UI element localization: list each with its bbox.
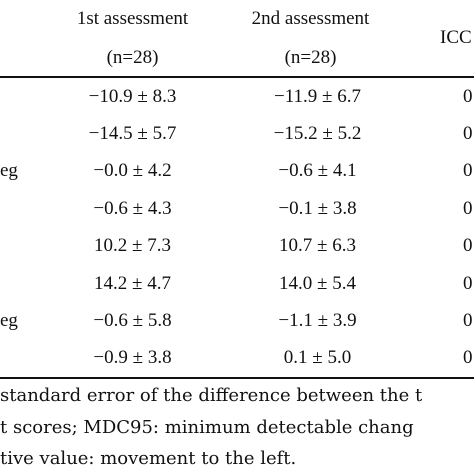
first-assessment-cell: −0.6 ± 4.3: [93, 198, 172, 219]
table-row: eg −0.6 ± 5.8 −1.1 ± 3.9 0: [0, 302, 474, 339]
icc-cell: 0: [463, 235, 473, 256]
second-assessment-cell: −0.1 ± 3.8: [278, 198, 357, 219]
icc-cell: 0: [463, 310, 473, 331]
header-first-n: (n=28): [106, 47, 159, 68]
first-assessment-cell: −14.5 ± 5.7: [88, 123, 177, 144]
icc-cell: 0: [463, 198, 473, 219]
table-row: −0.9 ± 3.8 0.1 ± 5.0 0: [0, 339, 474, 376]
first-assessment-cell: −0.0 ± 4.2: [93, 160, 172, 181]
bottom-rule: [0, 377, 474, 379]
second-assessment-cell: 10.7 ± 6.3: [279, 235, 356, 256]
footnote-line: standard error of the difference between…: [0, 385, 423, 406]
icc-cell: 0: [463, 273, 473, 294]
second-assessment-cell: −1.1 ± 3.9: [278, 310, 357, 331]
table-row: 10.2 ± 7.3 10.7 ± 6.3 0: [0, 227, 474, 264]
first-assessment-cell: 14.2 ± 4.7: [94, 273, 171, 294]
table-row: −0.6 ± 4.3 −0.1 ± 3.8 0: [0, 190, 474, 227]
header-rule: [0, 76, 474, 78]
header-first-assessment: 1st assessment: [76, 8, 189, 29]
table-row: 14.2 ± 4.7 14.0 ± 5.4 0: [0, 265, 474, 302]
table-row: −14.5 ± 5.7 −15.2 ± 5.2 0: [0, 115, 474, 152]
icc-cell: 0: [463, 86, 473, 107]
second-assessment-cell: 14.0 ± 5.4: [279, 273, 356, 294]
second-assessment-cell: 0.1 ± 5.0: [283, 347, 352, 368]
second-assessment-cell: −0.6 ± 4.1: [278, 160, 357, 181]
header-second-n: (n=28): [284, 47, 337, 68]
icc-cell: 0: [463, 123, 473, 144]
row-label: eg: [0, 310, 18, 331]
second-assessment-cell: −15.2 ± 5.2: [273, 123, 362, 144]
first-assessment-cell: −0.6 ± 5.8: [93, 310, 172, 331]
second-assessment-cell: −11.9 ± 6.7: [274, 86, 361, 107]
row-label: eg: [0, 160, 18, 181]
header-icc: ICC: [440, 27, 472, 48]
footnote-line: tive value: movement to the left.: [0, 448, 297, 469]
table-row: −10.9 ± 8.3 −11.9 ± 6.7 0: [0, 78, 474, 115]
footnote-line: t scores; MDC95: minimum detectable chan…: [0, 417, 414, 438]
icc-cell: 0: [463, 347, 473, 368]
first-assessment-cell: 10.2 ± 7.3: [94, 235, 171, 256]
table-row: eg −0.0 ± 4.2 −0.6 ± 4.1 0: [0, 152, 474, 189]
icc-cell: 0: [463, 160, 473, 181]
first-assessment-cell: −10.9 ± 8.3: [88, 86, 177, 107]
header-second-assessment: 2nd assessment: [251, 8, 370, 29]
first-assessment-cell: −0.9 ± 3.8: [93, 347, 172, 368]
